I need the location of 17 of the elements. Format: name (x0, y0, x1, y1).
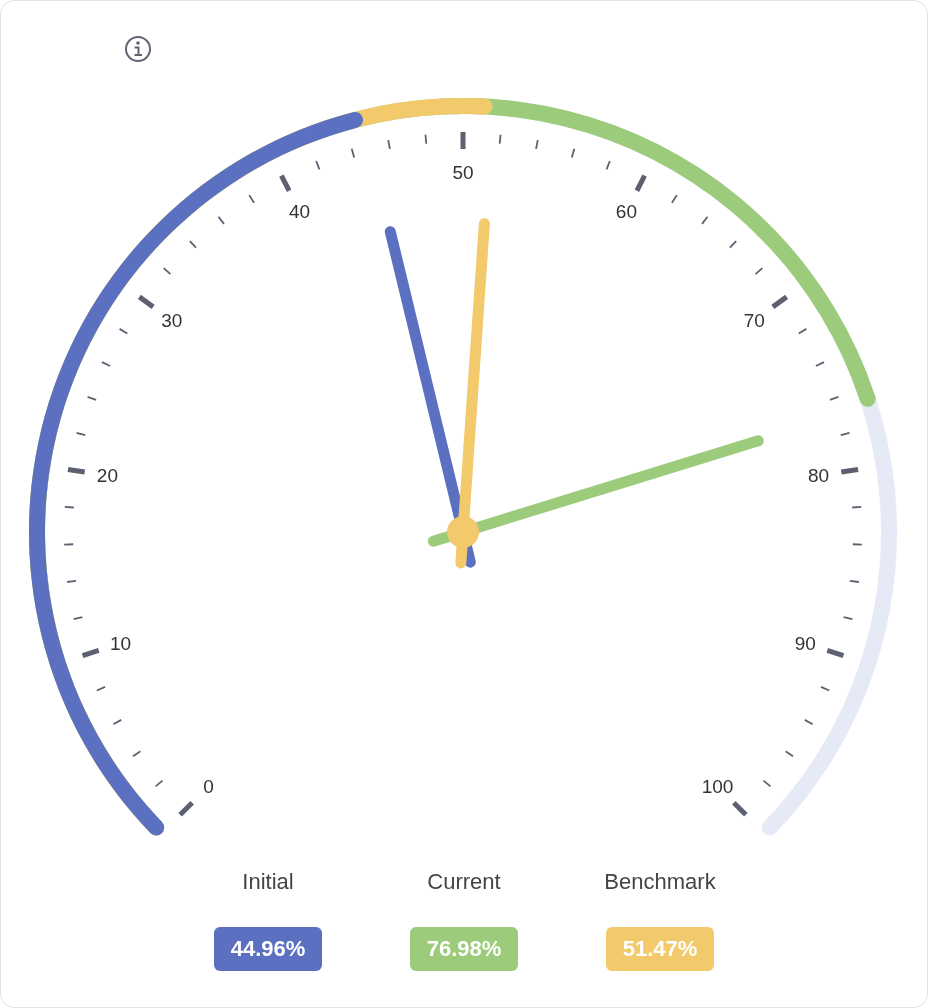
data-label: 51.47% (622, 936, 698, 962)
text: 30 (161, 309, 183, 331)
text: 80 (808, 465, 830, 487)
text: 0 (203, 776, 214, 798)
text: 40 (288, 200, 311, 222)
data-label: 76.98% (426, 936, 502, 962)
text: 50 (452, 161, 474, 183)
data-label: 44.96% (230, 936, 306, 962)
text: 10 (110, 632, 132, 654)
series-label: Initial (242, 869, 294, 895)
text: 20 (96, 465, 118, 487)
text: 100 (701, 776, 734, 798)
series-label: Current (427, 869, 501, 895)
text: 70 (743, 309, 765, 331)
series-label: Benchmark (604, 869, 716, 895)
text: 90 (794, 632, 816, 654)
text: 60 (615, 200, 638, 222)
